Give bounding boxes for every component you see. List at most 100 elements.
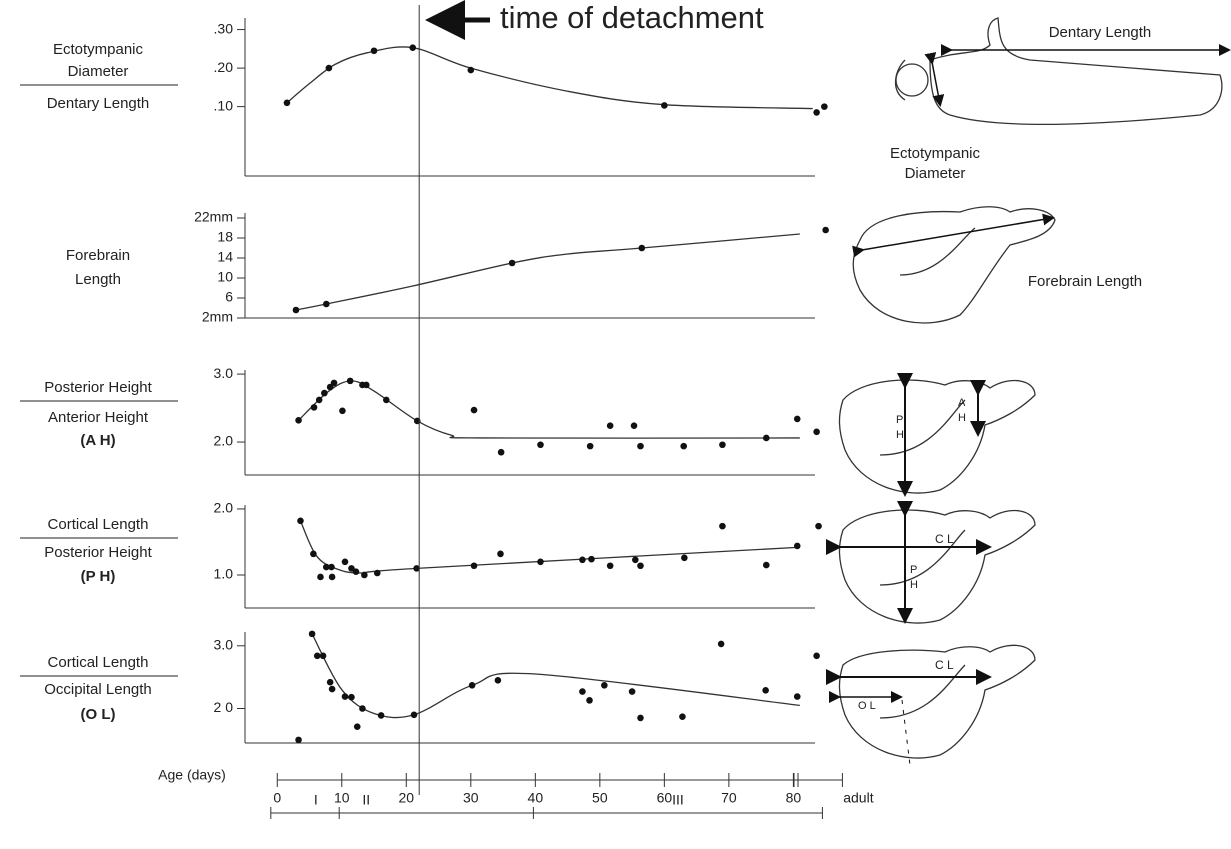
- data-point: [310, 550, 317, 558]
- data-point: [308, 630, 316, 638]
- data-point: [377, 712, 385, 719]
- data-point: [409, 44, 417, 51]
- data-point: [586, 442, 594, 450]
- data-point: [630, 422, 638, 430]
- data-point: [661, 102, 668, 109]
- data-point: [537, 558, 544, 566]
- data-point: [413, 565, 420, 572]
- y-tick-label: 1.0: [214, 566, 234, 582]
- data-point: [310, 404, 318, 411]
- data-point: [339, 407, 346, 415]
- data-point: [719, 522, 726, 530]
- data-point: [813, 109, 820, 116]
- data-point: [322, 300, 330, 308]
- data-point: [373, 569, 381, 577]
- data-point: [822, 226, 829, 234]
- fit-curve: [299, 520, 800, 574]
- y-label: Cortical Length: [48, 654, 149, 671]
- data-point: [315, 396, 323, 404]
- data-point: [494, 676, 502, 684]
- data-point: [637, 442, 644, 450]
- data-point: [628, 688, 636, 695]
- data-point: [719, 441, 726, 449]
- data-point: [637, 562, 644, 570]
- data-point: [606, 562, 614, 570]
- data-point: [346, 377, 354, 385]
- x-tick-label: 30: [463, 790, 479, 806]
- data-point: [762, 434, 770, 442]
- data-point: [813, 652, 820, 660]
- data-point: [292, 306, 300, 314]
- x-tick-label: 80: [786, 790, 802, 806]
- x-tick-label: adult: [843, 790, 873, 806]
- fit-curve: [298, 380, 800, 439]
- data-point: [361, 571, 368, 579]
- data-point: [297, 517, 304, 525]
- x-tick-label: 60: [657, 790, 673, 806]
- y-label: (O L): [81, 706, 116, 723]
- stage-label: II: [362, 792, 370, 808]
- data-point: [813, 428, 820, 436]
- y-tick-label: 2mm: [202, 309, 233, 325]
- data-point: [467, 66, 475, 74]
- y-tick-label: 22mm: [194, 209, 233, 225]
- data-point: [637, 714, 644, 722]
- data-point: [348, 693, 355, 701]
- y-tick-label: .20: [214, 59, 234, 75]
- data-point: [313, 652, 321, 660]
- data-point: [632, 556, 639, 564]
- data-point: [762, 561, 770, 569]
- x-tick-label: 0: [273, 790, 281, 806]
- data-point: [382, 396, 390, 404]
- data-point: [341, 558, 349, 566]
- y-tick-label: 2 0: [214, 699, 234, 715]
- data-point: [681, 554, 688, 562]
- diagram-label: P: [896, 414, 903, 426]
- data-point: [537, 441, 544, 449]
- data-point: [508, 259, 516, 267]
- diagram-label: H: [896, 429, 904, 441]
- data-point: [638, 244, 646, 252]
- data-point: [793, 415, 801, 423]
- data-point: [295, 416, 302, 424]
- y-label: Dentary Length: [47, 95, 150, 112]
- data-point: [762, 687, 769, 694]
- diagram-label: Forebrain Length: [1028, 273, 1142, 290]
- x-tick-label: 20: [399, 790, 415, 806]
- y-label: Occipital Length: [44, 681, 152, 698]
- data-point: [679, 713, 686, 720]
- x-tick-label: 50: [592, 790, 608, 806]
- y-tick-label: 14: [217, 249, 233, 265]
- data-point: [352, 568, 360, 575]
- diagram-label: P: [910, 564, 917, 576]
- diagram-label: H: [910, 579, 918, 591]
- diagram-label: O L: [858, 700, 876, 712]
- y-tick-label: .30: [214, 20, 234, 36]
- x-axis-title: Age (days): [158, 767, 226, 783]
- data-point: [588, 555, 595, 563]
- diagram-label: H: [958, 412, 966, 424]
- data-point: [815, 522, 822, 530]
- data-point: [353, 723, 361, 730]
- data-point: [793, 542, 801, 550]
- data-point: [579, 556, 586, 564]
- data-point: [470, 406, 478, 414]
- diagram-label: Ectotympanic: [890, 145, 981, 162]
- fit-curve: [286, 46, 813, 110]
- x-tick-label: 10: [334, 790, 350, 806]
- data-point: [680, 442, 688, 450]
- data-point: [606, 422, 614, 430]
- data-point: [470, 562, 478, 570]
- x-tick-label: 70: [721, 790, 737, 806]
- y-label: (P H): [81, 568, 116, 585]
- diagram-label: A: [958, 397, 966, 409]
- y-tick-label: 3.0: [214, 636, 234, 652]
- data-point: [330, 379, 338, 387]
- data-point: [586, 697, 593, 704]
- jaw-diagram: [894, 17, 1231, 126]
- data-point: [322, 563, 330, 571]
- fit-curve: [295, 233, 800, 311]
- diagram-label: Diameter: [905, 165, 966, 182]
- fit-curve: [311, 633, 800, 719]
- y-tick-label: 3.0: [214, 365, 234, 381]
